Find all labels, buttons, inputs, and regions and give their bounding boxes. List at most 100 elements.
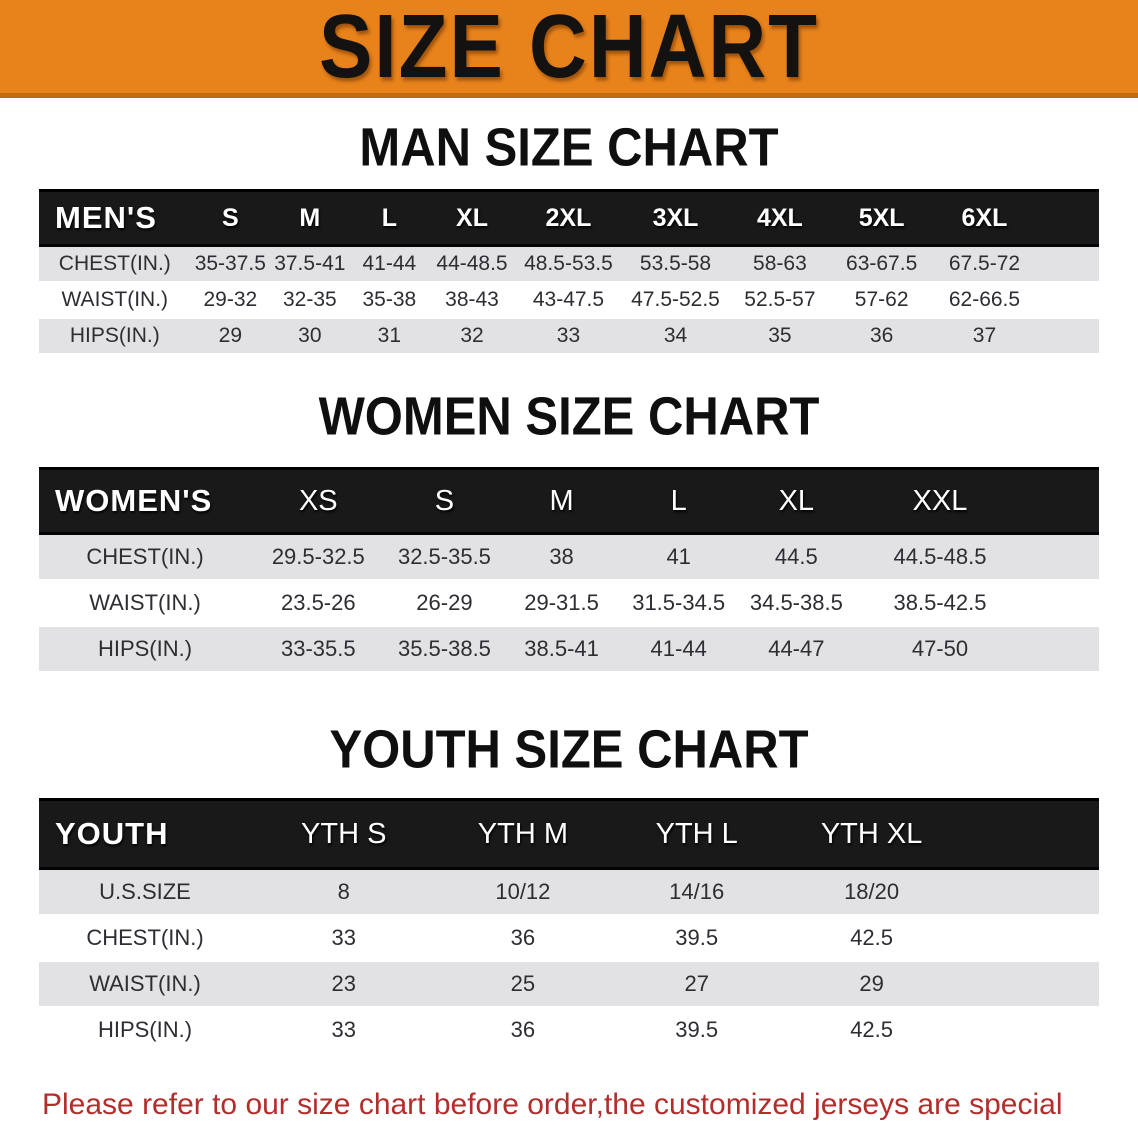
- row-label-cell: WAIST(IN.): [39, 282, 191, 319]
- size-value-cell: 23.5-26: [251, 580, 386, 627]
- size-value-cell: 67.5-72: [932, 245, 1037, 283]
- spacer-cell: [1036, 245, 1099, 283]
- size-value-cell: 42.5: [784, 915, 960, 962]
- size-value-cell: 26-29: [385, 580, 504, 627]
- size-value-cell: 10/12: [436, 868, 610, 916]
- youth-size-chart-section: YOUTH SIZE CHART YOUTH YTH S YTH M YTH L YTH…: [0, 720, 1138, 1054]
- size-header-cell: YTH S: [251, 798, 437, 870]
- size-value-cell: 38.5-42.5: [855, 580, 1025, 627]
- size-value-cell: 29-32: [190, 282, 271, 319]
- size-value-cell: 29.5-32.5: [251, 533, 386, 581]
- size-header-cell: 3XL: [621, 189, 730, 247]
- man-size-chart-title: MAN SIZE CHART: [359, 118, 779, 178]
- size-value-cell: 44.5: [737, 533, 856, 581]
- size-value-cell: 33: [514, 318, 622, 355]
- table-row: HIPS(IN.) 33-35.5 35.5-38.5 38.5-41 41-44 44-…: [39, 626, 1099, 673]
- size-header-cell: S: [385, 467, 504, 535]
- youth-size-chart-title: YOUTH SIZE CHART: [329, 720, 809, 780]
- spacer-cell: [1036, 189, 1099, 247]
- size-value-cell: 44.5-48.5: [855, 533, 1025, 581]
- size-header-cell: XXL: [855, 467, 1025, 535]
- row-label-cell: HIPS(IN.): [39, 1007, 251, 1054]
- size-value-cell: 34.5-38.5: [737, 580, 856, 627]
- spacer-cell: [1036, 282, 1099, 319]
- size-value-cell: 29: [784, 961, 960, 1008]
- size-value-cell: 31: [349, 318, 430, 355]
- table-row: CHEST(IN.) 33 36 39.5 42.5: [39, 915, 1099, 962]
- size-value-cell: 33: [251, 915, 437, 962]
- women-size-chart-title: WOMEN SIZE CHART: [318, 387, 820, 447]
- mens-size-table: MEN'S S M L XL 2XL 3XL 4XL 5XL 6XL CHEST(IN.) 35-37…: [39, 189, 1099, 355]
- size-value-cell: 41-44: [349, 245, 430, 283]
- spacer-cell: [1024, 467, 1099, 535]
- table-row: WAIST(IN.) 23 25 27 29: [39, 961, 1099, 1008]
- size-value-cell: 14/16: [609, 868, 785, 916]
- row-label-cell: U.S.SIZE: [39, 868, 251, 916]
- category-header-cell: YOUTH: [39, 798, 251, 870]
- table-row: CHEST(IN.) 29.5-32.5 32.5-35.5 38 41 44.5 44.5…: [39, 533, 1099, 581]
- man-size-chart-section: MAN SIZE CHART MEN'S S M L XL 2XL 3XL 4XL 5XL 6XL…: [0, 118, 1138, 355]
- women-size-chart-section: WOMEN SIZE CHART WOMEN'S XS S M L XL XXL CHEST(…: [0, 387, 1138, 673]
- size-value-cell: 25: [436, 961, 610, 1008]
- size-value-cell: 29-31.5: [503, 580, 620, 627]
- size-value-cell: 29: [190, 318, 271, 355]
- size-value-cell: 53.5-58: [621, 245, 730, 283]
- size-header-cell: XL: [737, 467, 856, 535]
- size-value-cell: 35-38: [349, 282, 430, 319]
- category-header-cell: WOMEN'S: [39, 467, 251, 535]
- size-value-cell: 36: [436, 915, 610, 962]
- notice-line-1: Please refer to our size chart before or…: [42, 1088, 1063, 1121]
- size-header-cell: L: [349, 189, 430, 247]
- size-value-cell: 41: [619, 533, 738, 581]
- size-value-cell: 32-35: [270, 282, 350, 319]
- row-label-cell: CHEST(IN.): [39, 245, 191, 283]
- size-value-cell: 42.5: [784, 1007, 960, 1054]
- size-value-cell: 44-47: [737, 626, 856, 673]
- size-value-cell: 8: [251, 868, 437, 916]
- table-row: U.S.SIZE 8 10/12 14/16 18/20: [39, 868, 1099, 916]
- size-value-cell: 33: [251, 1007, 437, 1054]
- size-value-cell: 39.5: [609, 915, 785, 962]
- size-header-cell: XS: [251, 467, 386, 535]
- size-header-cell: YTH M: [436, 798, 610, 870]
- size-value-cell: 35.5-38.5: [385, 626, 504, 673]
- size-value-cell: 38: [503, 533, 620, 581]
- womens-size-table: WOMEN'S XS S M L XL XXL CHEST(IN.) 29.5-32.5 32.5…: [39, 467, 1099, 673]
- spacer-cell: [959, 961, 1099, 1008]
- size-value-cell: 58-63: [729, 245, 831, 283]
- size-value-cell: 37.5-41: [270, 245, 350, 283]
- size-value-cell: 57-62: [830, 282, 933, 319]
- size-header-cell: YTH L: [609, 798, 785, 870]
- size-header-cell: XL: [429, 189, 515, 247]
- table-header-row: MEN'S S M L XL 2XL 3XL 4XL 5XL 6XL: [39, 189, 1099, 247]
- size-value-cell: 38-43: [429, 282, 515, 319]
- table-row: WAIST(IN.) 23.5-26 26-29 29-31.5 31.5-34.5 34…: [39, 580, 1099, 627]
- table-row: HIPS(IN.) 29 30 31 32 33 34 35 36 37: [39, 318, 1099, 355]
- size-header-cell: YTH XL: [784, 798, 960, 870]
- size-header-cell: 2XL: [514, 189, 622, 247]
- row-label-cell: WAIST(IN.): [39, 961, 251, 1008]
- size-value-cell: 36: [436, 1007, 610, 1054]
- category-header-cell: MEN'S: [39, 189, 191, 247]
- spacer-cell: [959, 915, 1099, 962]
- size-value-cell: 63-67.5: [830, 245, 933, 283]
- table-header-row: WOMEN'S XS S M L XL XXL: [39, 467, 1099, 535]
- size-value-cell: 27: [609, 961, 785, 1008]
- size-value-cell: 31.5-34.5: [619, 580, 738, 627]
- size-value-cell: 62-66.5: [932, 282, 1037, 319]
- spacer-cell: [959, 798, 1099, 870]
- size-value-cell: 32: [429, 318, 515, 355]
- size-value-cell: 35-37.5: [190, 245, 271, 283]
- table-row: WAIST(IN.) 29-32 32-35 35-38 38-43 43-47.5 47.…: [39, 282, 1099, 319]
- size-value-cell: 36: [830, 318, 933, 355]
- order-notice: Please refer to our size chart before or…: [42, 1082, 1118, 1132]
- size-header-cell: L: [619, 467, 738, 535]
- size-value-cell: 47-50: [855, 626, 1025, 673]
- banner: SIZE CHART: [0, 0, 1138, 98]
- size-value-cell: 34: [621, 318, 730, 355]
- table-row: HIPS(IN.) 33 36 39.5 42.5: [39, 1007, 1099, 1054]
- table-row: CHEST(IN.) 35-37.5 37.5-41 41-44 44-48.5 48.5…: [39, 245, 1099, 283]
- size-value-cell: 33-35.5: [251, 626, 386, 673]
- spacer-cell: [1024, 580, 1099, 627]
